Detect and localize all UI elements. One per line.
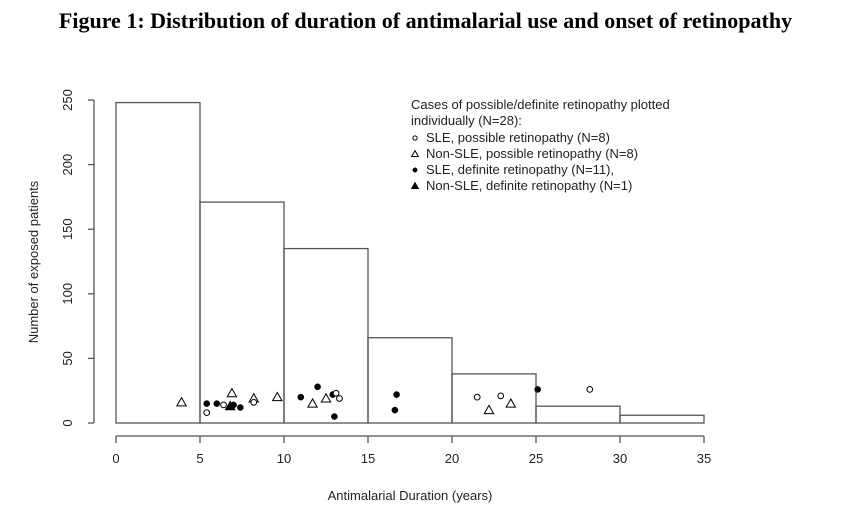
legend-marker-open-circle bbox=[412, 135, 418, 141]
case-point-open-triangle bbox=[271, 391, 283, 402]
x-axis-label: Antimalarial Duration (years) bbox=[328, 488, 493, 503]
case-point-open-circle bbox=[332, 389, 340, 397]
case-point-open-circle bbox=[586, 386, 594, 393]
case-point-open-circle bbox=[336, 395, 343, 402]
bars-group bbox=[115, 101, 705, 424]
case-point-filled-circle bbox=[393, 391, 400, 398]
legend-title: individually (N=28): bbox=[411, 113, 522, 128]
histogram-bar-0 bbox=[115, 101, 201, 424]
legend: Cases of possible/definite retinopathy p… bbox=[410, 97, 670, 193]
x-tick-label: 20 bbox=[445, 451, 459, 466]
y-axis: 0 50 100 150 200 250 bbox=[60, 89, 95, 427]
x-tick-label: 0 bbox=[112, 451, 119, 466]
case-point-open-triangle bbox=[320, 392, 332, 403]
legend-marker-filled-triangle bbox=[410, 181, 420, 190]
x-axis: 0 5 10 15 20 25 30 35 bbox=[112, 435, 711, 466]
case-point-filled-circle bbox=[203, 400, 211, 407]
x-tick-label: 35 bbox=[697, 451, 711, 466]
points-group bbox=[175, 383, 594, 420]
y-tick-label: 200 bbox=[60, 154, 75, 176]
histogram-bar-1 bbox=[199, 201, 285, 424]
case-point-filled-circle bbox=[314, 383, 321, 391]
legend-entry-label: Non-SLE, definite retinopathy (N=1) bbox=[426, 178, 632, 193]
case-point-open-circle bbox=[250, 398, 258, 406]
legend-title: Cases of possible/definite retinopathy p… bbox=[411, 97, 670, 112]
histogram-bar-5 bbox=[535, 405, 621, 424]
histogram-bar-6 bbox=[619, 414, 705, 424]
case-point-filled-circle bbox=[230, 401, 237, 409]
case-point-filled-circle bbox=[213, 400, 221, 407]
y-axis-label: Number of exposed patients bbox=[26, 180, 41, 343]
case-point-filled-circle bbox=[534, 386, 541, 393]
x-tick-label: 30 bbox=[613, 451, 627, 466]
case-point-filled-circle bbox=[391, 406, 399, 414]
figure-title: Figure 1: Distribution of duration of an… bbox=[58, 8, 793, 33]
legend-entry-label: Non-SLE, possible retinopathy (N=8) bbox=[426, 146, 638, 161]
y-tick-label: 50 bbox=[60, 351, 75, 365]
case-point-filled-circle bbox=[331, 413, 338, 420]
case-point-open-triangle bbox=[175, 396, 188, 407]
case-point-open-circle bbox=[497, 392, 505, 400]
y-tick-label: 150 bbox=[60, 218, 75, 240]
histogram-bar-4 bbox=[451, 373, 537, 424]
case-point-filled-circle bbox=[297, 393, 305, 401]
case-point-open-circle bbox=[220, 401, 227, 409]
y-tick-label: 100 bbox=[60, 283, 75, 305]
legend-marker-filled-circle bbox=[412, 167, 418, 173]
x-tick-label: 5 bbox=[196, 451, 203, 466]
case-point-open-triangle bbox=[226, 387, 238, 398]
legend-entry-label: SLE, possible retinopathy (N=8) bbox=[426, 130, 610, 145]
case-point-filled-circle bbox=[237, 404, 244, 411]
x-tick-label: 15 bbox=[361, 451, 375, 466]
legend-marker-open-triangle bbox=[410, 149, 420, 158]
y-tick-label: 250 bbox=[60, 89, 75, 111]
case-point-open-circle bbox=[473, 393, 481, 401]
histogram-bar-2 bbox=[283, 247, 369, 424]
case-point-open-triangle bbox=[483, 404, 495, 415]
x-tick-label: 25 bbox=[529, 451, 543, 466]
y-tick-label: 0 bbox=[60, 419, 75, 426]
x-tick-label: 10 bbox=[277, 451, 291, 466]
case-point-open-circle bbox=[203, 409, 211, 417]
case-point-open-triangle bbox=[307, 397, 319, 408]
case-point-open-triangle bbox=[505, 397, 517, 408]
legend-entry-label: SLE, definite retinopathy (N=11), bbox=[426, 162, 614, 177]
histogram-bar-3 bbox=[367, 337, 453, 424]
